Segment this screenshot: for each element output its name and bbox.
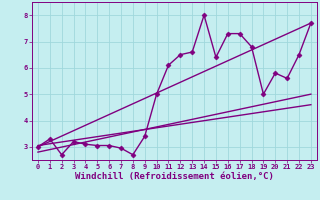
X-axis label: Windchill (Refroidissement éolien,°C): Windchill (Refroidissement éolien,°C) xyxy=(75,172,274,181)
